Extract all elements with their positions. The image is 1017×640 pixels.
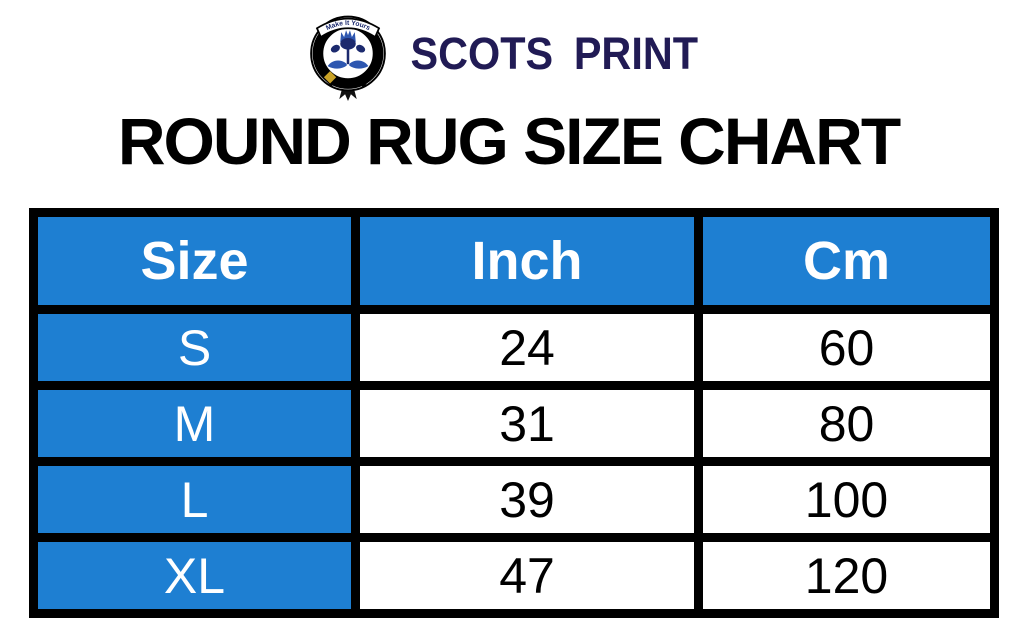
inch-value-cell: 39 <box>351 457 703 542</box>
table-row-l: L 39 100 <box>29 457 999 542</box>
table-row-s: S 24 60 <box>29 305 999 390</box>
cm-value-cell: 60 <box>694 305 999 390</box>
brand-text: SCOTS PRINT <box>410 27 698 79</box>
size-label-cell: XL <box>29 533 360 618</box>
table-row-m: M 31 80 <box>29 381 999 466</box>
badge-banner <box>315 17 380 39</box>
size-label-cell: L <box>29 457 360 542</box>
page-title: ROUND RUG SIZE CHART <box>117 104 901 178</box>
cm-value-cell: 100 <box>694 457 999 542</box>
cm-value-cell: 120 <box>694 533 999 618</box>
clan-badge-icon: Make It Yours <box>309 15 386 102</box>
inch-value-cell: 47 <box>351 533 703 618</box>
size-label-cell: M <box>29 381 360 466</box>
header-cell-size: Size <box>29 208 360 314</box>
header-cell-cm: Cm <box>694 208 999 314</box>
cm-value-cell: 80 <box>694 381 999 466</box>
header-cell-inch: Inch <box>351 208 703 314</box>
table-row-xl: XL 47 120 <box>29 533 999 618</box>
badge-buckle-icon <box>318 69 372 88</box>
size-chart-table: Size Inch Cm S 24 60 M 31 80 L 39 100 <box>29 208 999 618</box>
inch-value-cell: 24 <box>351 305 703 390</box>
header-row: Size Inch Cm <box>29 208 999 314</box>
thistle-icon <box>327 30 369 69</box>
size-label-cell: S <box>29 305 360 390</box>
brand-logo: Make It Yours SCOTS PRINT <box>0 5 1017 102</box>
inch-value-cell: 31 <box>351 381 703 466</box>
